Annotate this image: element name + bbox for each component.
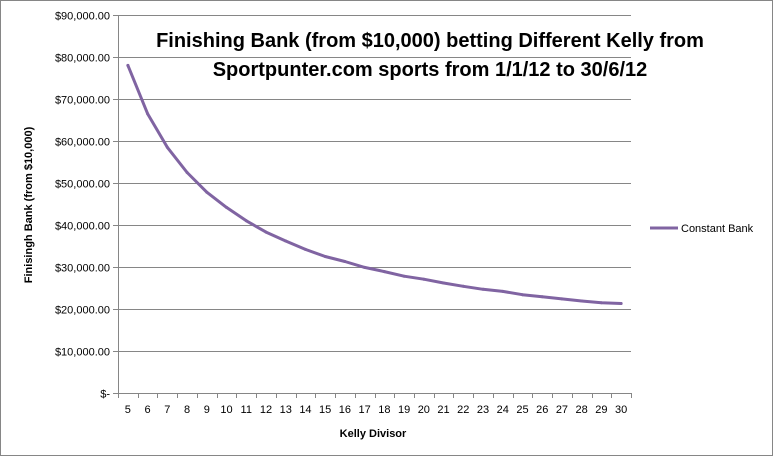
- data-point: [185, 171, 189, 174]
- data-point: [481, 287, 485, 291]
- data-point: [165, 145, 169, 149]
- x-tick-label: 22: [457, 404, 469, 416]
- y-axis-title: Finisingh Bank (from $10,000): [23, 126, 35, 283]
- data-point: [580, 299, 584, 303]
- x-tick-label: 20: [418, 404, 430, 416]
- chart-subtitle: Sportpunter.com sports from 1/1/12 to 30…: [213, 59, 648, 81]
- legend: Constant Bank: [650, 223, 754, 235]
- y-axis: $- $10,000.00 $20,000.00 $30,000.00 $40,000.…: [55, 11, 119, 401]
- data-point: [501, 289, 505, 293]
- x-tick-label: 29: [595, 404, 607, 416]
- x-tick-label: 14: [299, 404, 311, 416]
- x-tick-label: 28: [576, 404, 588, 416]
- x-tick-label: 30: [615, 404, 627, 416]
- x-tick-label: 23: [477, 404, 489, 416]
- y-tick-label: $60,000.00: [55, 137, 110, 149]
- x-axis: 5 6 7 8 9 10 11 12 13 14 15 16 17 18 19 20 21 22 23 24 25 26 2…: [118, 393, 632, 416]
- y-tick-label: $30,000.00: [55, 263, 110, 275]
- data-point: [540, 295, 544, 299]
- x-tick-label: 5: [125, 404, 131, 416]
- data-point: [521, 293, 524, 297]
- series-line-constant-bank: [126, 63, 623, 305]
- data-point: [422, 277, 426, 281]
- data-point: [402, 274, 406, 278]
- data-point: [225, 205, 228, 209]
- data-point: [244, 219, 248, 223]
- data-point: [619, 302, 623, 305]
- legend-label-constant-bank: Constant Bank: [681, 223, 754, 235]
- data-point: [599, 301, 603, 305]
- x-tick-label: 16: [339, 404, 351, 416]
- y-tick-label: $40,000.00: [55, 221, 110, 233]
- chart-title: Finishing Bank (from $10,000) betting Di…: [156, 30, 704, 52]
- data-point: [126, 63, 130, 67]
- x-tick-label: 17: [359, 404, 371, 416]
- x-tick-label: 18: [378, 404, 390, 416]
- x-tick-label: 15: [319, 404, 331, 416]
- data-point: [323, 255, 327, 258]
- x-tick-label: 21: [437, 404, 449, 416]
- x-tick-label: 12: [260, 404, 272, 416]
- y-tick-label: $90,000.00: [55, 11, 110, 23]
- data-point: [205, 190, 209, 194]
- y-tick-label: $50,000.00: [55, 179, 110, 191]
- x-tick-label: 6: [145, 404, 151, 416]
- x-tick-label: 10: [220, 404, 232, 416]
- data-point: [442, 281, 446, 285]
- x-axis-title: Kelly Divisor: [340, 428, 407, 440]
- y-tick-label: $20,000.00: [55, 305, 110, 317]
- series-layer: [126, 63, 623, 305]
- x-tick-label: 27: [556, 404, 568, 416]
- data-point: [343, 260, 347, 263]
- y-tick-label: $80,000.00: [55, 53, 110, 65]
- x-tick-label: 9: [204, 404, 210, 416]
- data-point: [303, 247, 307, 251]
- x-tick-label: 25: [516, 404, 528, 416]
- y-tick-label: $10,000.00: [55, 347, 110, 359]
- data-point: [264, 230, 268, 234]
- y-tick-label: $-: [100, 389, 110, 401]
- y-tick-label: $70,000.00: [55, 95, 110, 107]
- data-point: [560, 297, 564, 301]
- x-tick-label: 19: [398, 404, 410, 416]
- data-point: [461, 284, 465, 288]
- x-tick-label: 11: [241, 404, 252, 416]
- data-point: [284, 239, 288, 243]
- data-point: [146, 112, 150, 116]
- x-tick-label: 8: [184, 404, 190, 416]
- data-point: [382, 270, 386, 274]
- x-tick-label: 26: [536, 404, 548, 416]
- x-tick-label: 13: [280, 404, 292, 416]
- data-point: [363, 265, 367, 269]
- x-tick-label: 7: [164, 404, 170, 416]
- grid-layer: [118, 15, 631, 394]
- x-tick-label: 24: [497, 404, 509, 416]
